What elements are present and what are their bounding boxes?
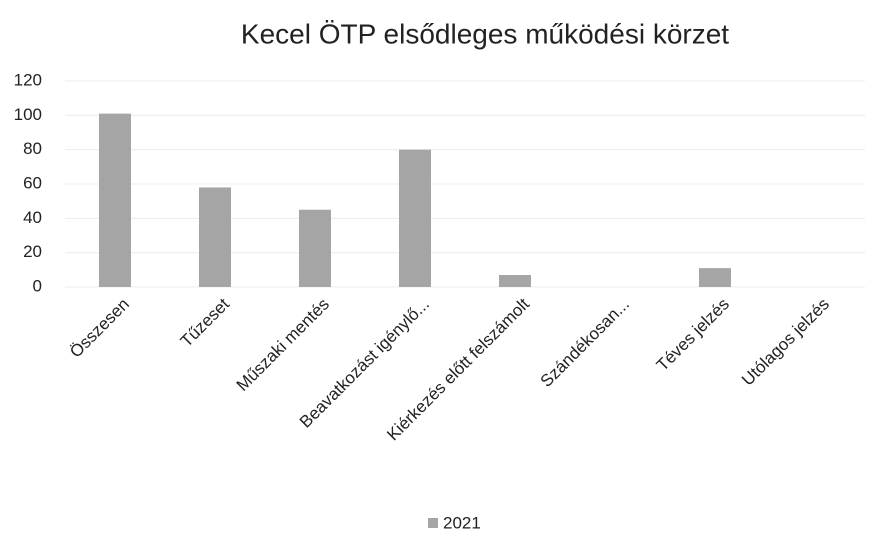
- x-tick-label: Tűzeset: [177, 294, 233, 350]
- y-tick-label: 0: [33, 276, 42, 295]
- x-tick-label: Téves jelzés: [653, 295, 733, 375]
- x-tick-label: Összesen: [66, 295, 133, 362]
- y-tick-label: 100: [14, 105, 42, 124]
- x-tick-label: Szándékosan...: [537, 295, 633, 391]
- legend-swatch: [428, 518, 438, 528]
- y-tick-label: 60: [23, 173, 42, 192]
- bar: [99, 113, 131, 287]
- y-tick-label: 20: [23, 242, 42, 261]
- y-tick-label: 80: [23, 139, 42, 158]
- bar: [499, 274, 531, 287]
- legend-label: 2021: [443, 513, 481, 532]
- x-tick-label: Műszaki mentés: [233, 295, 333, 395]
- y-tick-label: 40: [23, 208, 42, 227]
- bar: [399, 149, 431, 287]
- y-tick-label: 120: [14, 70, 42, 89]
- bar: [299, 209, 331, 287]
- x-tick-label: Utólagos jelzés: [738, 295, 833, 390]
- bar: [199, 187, 231, 287]
- bar: [699, 268, 731, 287]
- chart-title: Kecel ÖTP elsődleges működési körzet: [241, 18, 729, 49]
